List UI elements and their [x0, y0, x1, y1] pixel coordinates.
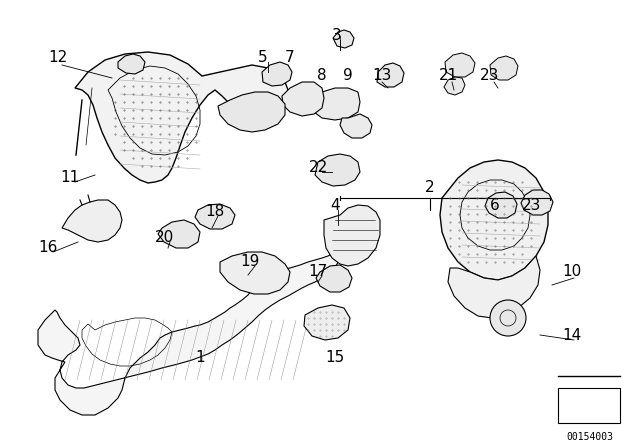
Polygon shape [158, 220, 200, 248]
Text: 7: 7 [285, 51, 295, 65]
Polygon shape [324, 205, 380, 266]
Text: 21: 21 [438, 68, 458, 82]
Text: 16: 16 [38, 241, 58, 255]
Polygon shape [562, 397, 615, 410]
Polygon shape [118, 54, 145, 74]
Text: 3: 3 [332, 27, 342, 43]
Polygon shape [485, 192, 517, 218]
Text: 13: 13 [372, 68, 392, 82]
Polygon shape [315, 154, 360, 186]
Text: 5: 5 [258, 51, 268, 65]
Polygon shape [312, 88, 360, 120]
Text: 23: 23 [522, 198, 541, 212]
Polygon shape [377, 63, 404, 87]
Text: 9: 9 [343, 68, 353, 82]
Polygon shape [38, 248, 340, 415]
Polygon shape [444, 77, 465, 95]
Text: 11: 11 [60, 171, 79, 185]
Polygon shape [333, 30, 354, 48]
Bar [558, 388, 620, 423]
Text: 4: 4 [330, 198, 340, 212]
Text: 1: 1 [195, 350, 205, 366]
Polygon shape [218, 92, 285, 132]
Text: 20: 20 [156, 231, 175, 246]
Text: 18: 18 [205, 204, 225, 220]
Text: 8: 8 [317, 68, 327, 82]
Text: 00154003: 00154003 [566, 432, 614, 442]
Polygon shape [561, 398, 616, 416]
Text: 19: 19 [240, 254, 260, 270]
Text: 14: 14 [563, 327, 582, 343]
Polygon shape [304, 305, 350, 340]
Polygon shape [521, 190, 553, 215]
Text: 22: 22 [308, 160, 328, 176]
Polygon shape [316, 265, 352, 292]
Circle shape [490, 300, 526, 336]
Polygon shape [282, 82, 324, 116]
Polygon shape [445, 53, 475, 77]
Polygon shape [490, 56, 518, 80]
Text: 10: 10 [563, 264, 582, 280]
Text: 17: 17 [308, 264, 328, 280]
Polygon shape [440, 160, 548, 280]
Polygon shape [448, 256, 540, 318]
Text: 23: 23 [480, 68, 500, 82]
Polygon shape [262, 62, 292, 86]
Polygon shape [220, 252, 290, 294]
Text: 12: 12 [49, 51, 68, 65]
Polygon shape [195, 204, 235, 229]
Text: 2: 2 [425, 181, 435, 195]
Polygon shape [75, 52, 288, 183]
Polygon shape [62, 200, 122, 242]
Text: 15: 15 [325, 350, 344, 366]
Text: 6: 6 [490, 198, 500, 212]
Polygon shape [561, 396, 616, 416]
Polygon shape [340, 114, 372, 138]
